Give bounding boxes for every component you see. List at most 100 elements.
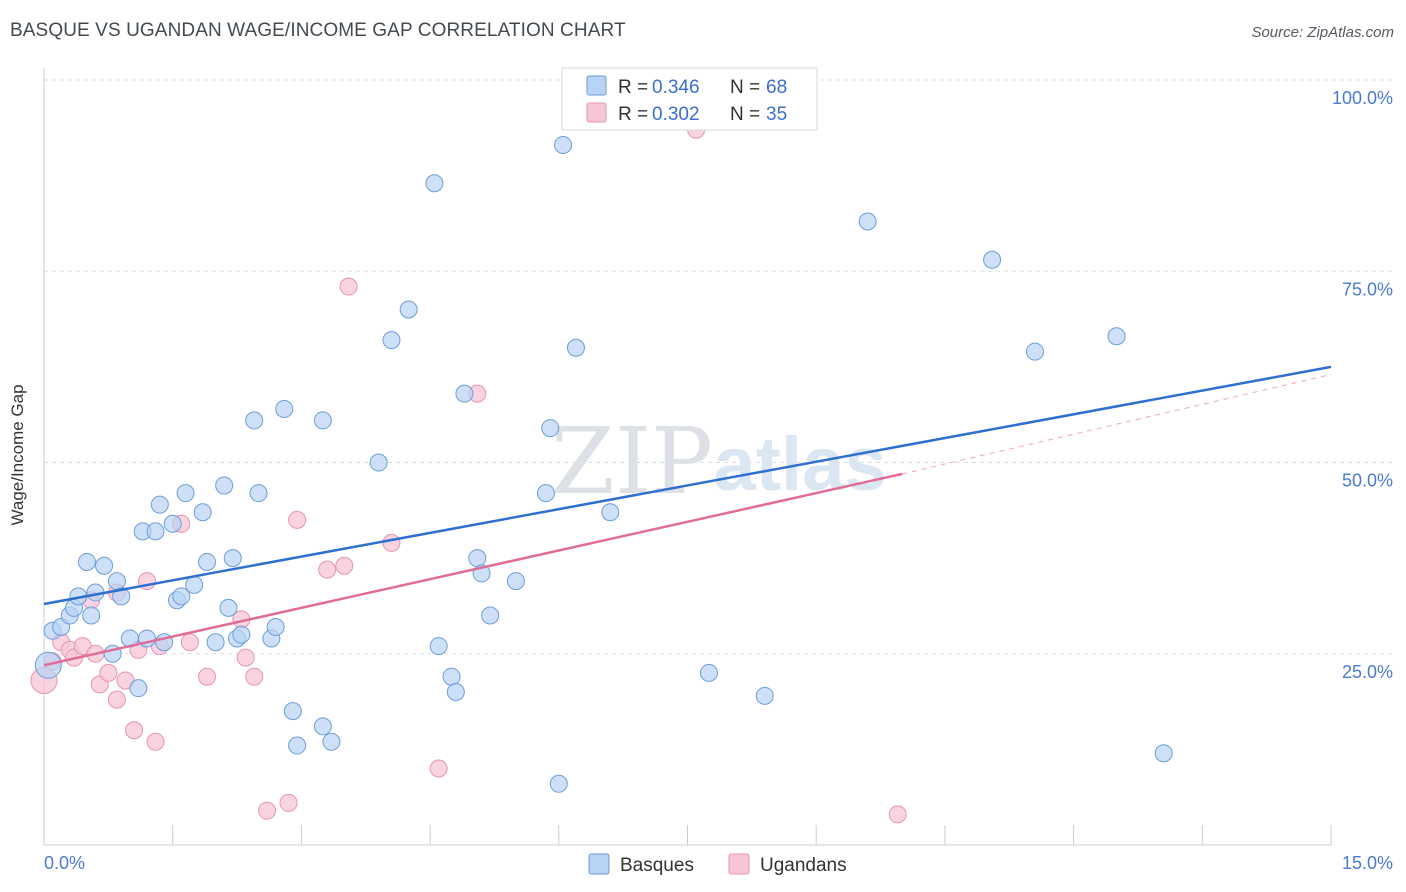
basques-point [322,732,341,751]
basques-point [245,411,264,430]
x-tick-label-min: 0.0% [44,853,85,873]
ugandans-point [279,793,298,812]
legend-swatch-basques [586,75,607,96]
legend-n-label-2: N = [730,104,765,125]
basques-point [129,679,148,698]
basques-point [536,484,555,503]
basques-point [549,774,568,793]
basques-point [1154,744,1173,763]
basques-point [163,514,182,533]
y-tick-label-0: 25.0% [1342,662,1393,682]
ugandans-point [107,690,126,709]
basques-point [755,686,774,705]
basques-point [146,522,165,541]
y-tick-label-3: 100.0% [1332,88,1393,108]
basques-point [215,476,234,495]
basques-point [369,453,388,472]
basques-point [1025,342,1044,361]
basques-point [112,587,131,606]
ugandans-point [335,556,354,575]
basques-point [266,617,285,636]
basques-point [382,331,401,350]
ugandans-point [99,663,118,682]
basques-point [176,484,195,503]
basques-point [232,625,251,644]
basques-point [566,338,585,357]
ugandans-point [318,560,337,579]
basques-point [601,503,620,522]
legend-n-label-1: N = [730,77,765,98]
bottom-legend-swatch-ugandans [728,853,750,875]
ugandans-point [888,805,907,824]
bottom-legend: Basques Ugandans [588,853,847,876]
legend-r-label-2: R = [618,104,653,125]
basques-point [82,606,101,625]
trend-lines [43,365,1332,667]
basques-point [455,384,474,403]
source-label: Source: ZipAtlas.com [1251,24,1394,41]
basques-point [185,575,204,594]
basques-point [283,702,302,721]
ugandans-point [146,732,165,751]
basques-point [313,717,332,736]
legend-r-value-2: 0.302 [652,104,700,125]
basques-point [288,736,307,755]
ugandans-point [125,721,144,740]
ugandans-trend-extension [901,374,1332,475]
basques-point [150,495,169,514]
basques-point [858,212,877,231]
basques-point [425,174,444,193]
ugandans-point [198,667,217,686]
basques-point [429,637,448,656]
basques-point [107,572,126,591]
ugandans-point [180,633,199,652]
x-tick-labels: 0.0% 15.0% [44,853,1393,873]
y-tick-labels: 25.0% 50.0% 75.0% 100.0% [1332,88,1393,682]
basques-point [481,606,500,625]
bottom-legend-swatch-basques [588,853,610,875]
x-tick-label-max: 15.0% [1342,853,1393,873]
ugandans-point [288,510,307,529]
basques-point [223,549,242,568]
chart-title: BASQUE VS UGANDAN WAGE/INCOME GAP CORREL… [10,20,626,41]
y-tick-label-1: 50.0% [1342,471,1393,491]
legend-n-value-1: 68 [766,77,787,98]
legend-n-value-2: 35 [766,104,787,125]
ugandans-point [429,759,448,778]
basques-point [249,484,268,503]
basques-point [541,419,560,438]
basques-point [554,136,573,155]
basques-point [172,587,191,606]
basques-point [442,667,461,686]
basques-point [983,250,1002,269]
basques-point [699,663,718,682]
legend: R = 0.346 N = 68 R = 0.302 N = 35 [561,67,818,131]
basques-point [193,503,212,522]
ugandans-point [382,533,401,552]
basques-point [468,549,487,568]
axes [43,68,1332,846]
legend-r-value-1: 0.346 [652,77,700,98]
basques-point [313,411,332,430]
y-tick-label-2: 75.0% [1342,279,1393,299]
basques-point [399,300,418,319]
bottom-legend-label-basques: Basques [620,855,694,876]
ugandans-trend-line [43,472,903,667]
basques-point [1107,327,1126,346]
ugandans-point [258,801,277,820]
watermark: ZIP atlas [551,408,887,515]
legend-r-label-1: R = [618,77,653,98]
basques-point [77,552,96,571]
bottom-legend-label-ugandans: Ugandans [760,855,847,876]
basques-point [275,399,294,418]
basques-point [506,572,525,591]
basques-point [95,556,114,575]
ugandans-point [245,667,264,686]
watermark-zip: ZIP [551,408,713,515]
legend-swatch-ugandans [586,102,607,123]
ugandans-point [236,648,255,667]
basques-point [219,598,238,617]
basques-point [198,552,217,571]
basques-point [446,683,465,701]
